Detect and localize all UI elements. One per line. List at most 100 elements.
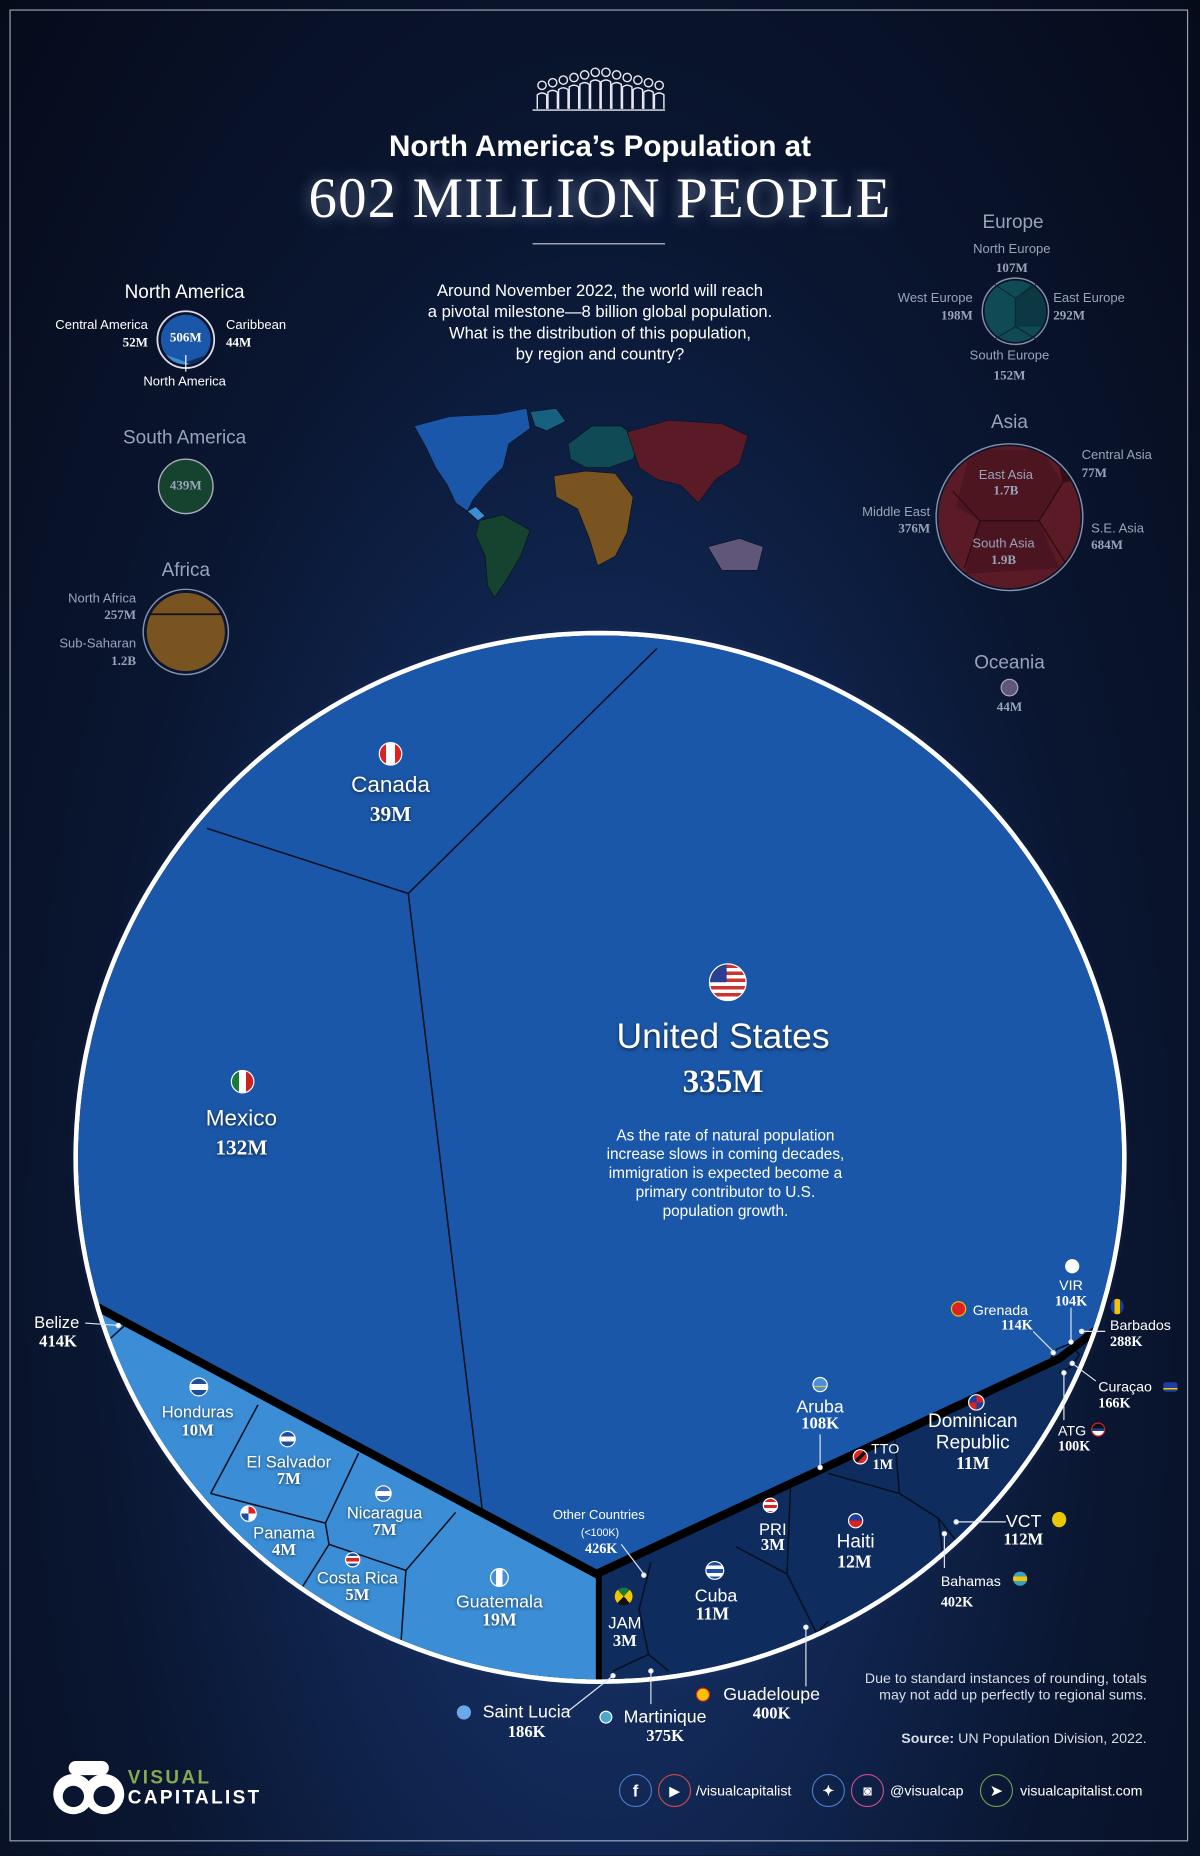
country-value: 426K [585,1539,618,1557]
facebook-youtube-handle[interactable]: /visualcapitalist [695,1782,792,1799]
youtube-icon[interactable]: ▶ [657,1773,692,1808]
cursor-icon[interactable]: ➤ [979,1773,1014,1808]
country-value: 39M [369,801,412,826]
leader-lines [85,1307,1106,1712]
country-value: 402K [940,1593,974,1611]
person-head [601,67,611,78]
country-name: Saint Lucia [482,1702,571,1723]
usa-note-line: As the rate of natural population [616,1126,835,1144]
country-name: Canada [351,772,430,798]
person-body [611,81,623,109]
title-line2: 602 MILLION PEOPLE [308,167,892,231]
logo-line2: CAPITALIST [127,1788,262,1809]
country-name: PRI [758,1519,787,1539]
barbados-flag-icon [1110,1298,1124,1315]
europe-mini-circle [981,277,1050,346]
north-america-mini-circle [156,310,216,372]
map-europe [567,425,640,468]
region-total: 439M [169,478,202,494]
country-name: Barbados [1110,1317,1171,1334]
country-sub: (<100K) [580,1526,620,1539]
region-value: 198M [940,308,973,324]
region-value: 376M [898,521,931,537]
cell-borders [108,647,1081,1672]
puerto-rico-flag-icon [762,1497,779,1514]
country-value: 108K [801,1415,839,1434]
person-head [590,67,601,78]
country-name: Guadeloupe [723,1684,820,1705]
oceania-mini-circle [1000,678,1019,697]
country-name: Cuba [694,1586,738,1607]
person-head [558,75,569,85]
intro-line: Around November 2022, the world will rea… [436,280,764,300]
country-value: 166K [1098,1394,1131,1412]
country-value: 11M [695,1605,730,1625]
cuba-flag-icon [705,1560,725,1580]
website-link[interactable]: visualcapitalist.com [1020,1782,1143,1799]
region-total: 506M [169,330,202,346]
st-vincent-flag-icon [1052,1511,1067,1528]
honduras-flag-icon [189,1377,209,1397]
person-body [643,89,654,109]
country-value: 400K [752,1705,791,1724]
intro-line: a pivotal milestone—8 billion global pop… [427,301,773,321]
country-value: 10M [181,1422,214,1441]
person-body [557,87,569,109]
country-name: United States [616,1017,830,1057]
country-name: ATG [1057,1422,1087,1440]
region-value: 257M [104,608,137,623]
region-title: Asia [991,412,1028,433]
twitter-icon[interactable]: ✦ [811,1773,845,1808]
region-label: S.E. Asia [1091,521,1144,537]
instagram-icon[interactable]: ◙ [850,1773,885,1808]
usa-note-line: immigration is expected become a [608,1163,843,1182]
country-value: 3M [760,1537,785,1555]
country-value: 7M [276,1470,301,1489]
person-head [547,77,558,88]
person-body [653,92,665,109]
guadeloupe-flag-icon [695,1687,711,1702]
person-head [537,80,547,91]
region-value: 52M [122,336,148,351]
country-name: El Salvador [246,1452,332,1471]
country-value: 4M [272,1541,296,1560]
map-south-america [475,514,531,599]
source-note: Source: UN Population Division, 2022. [901,1730,1147,1747]
south-america-mini-circle [157,458,214,515]
person-body [568,84,580,109]
country-name: Martinique [623,1706,707,1728]
person-body [632,87,644,109]
region-label: East Europe [1053,291,1125,306]
region-title: South America [123,428,247,449]
person-head [569,72,579,83]
country-value: 3M [612,1633,637,1651]
region-value: 1.2B [111,654,137,669]
asia-mini-circle [935,443,1084,592]
curacao-flag-icon [1163,1382,1178,1392]
country-value: 132M [215,1135,268,1160]
country-value: 100K [1057,1437,1091,1454]
costa-rica-flag-icon [344,1552,361,1568]
country-name: Belize [34,1312,80,1332]
usa-note-line: population growth. [662,1201,789,1220]
country-name: VCT [1005,1511,1042,1532]
region-label: Central America [55,318,148,333]
country-value: 335M [682,1063,764,1101]
region-label: West Europe [897,291,973,306]
country-value: 11M [956,1454,990,1474]
grenada-flag-icon [950,1301,967,1317]
twitter-instagram-handle[interactable]: @visualcap [889,1782,964,1799]
region-title: Europe [982,212,1044,233]
region-value: 44M [226,336,252,351]
jamaica-flag-icon [614,1587,633,1606]
canada-flag-icon [378,742,403,766]
map-asia [626,419,749,504]
country-value: 112M [1003,1531,1044,1550]
person-head [611,70,622,80]
facebook-icon[interactable]: f [618,1773,653,1808]
people-icon [532,67,666,111]
person-head [643,77,654,88]
usa-note-line: primary contributor to U.S. [635,1182,816,1201]
person-head [579,70,590,80]
